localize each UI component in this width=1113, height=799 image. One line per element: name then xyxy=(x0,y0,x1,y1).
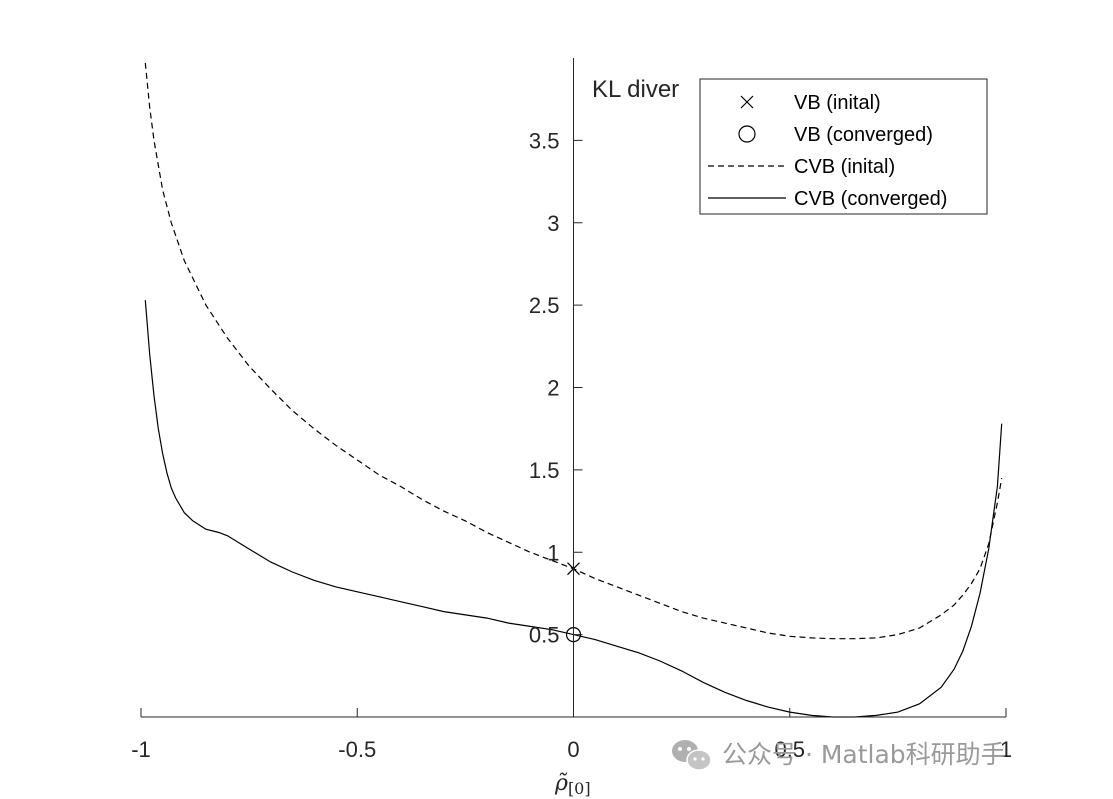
cvb-converged-line xyxy=(144,300,1003,718)
y-tick-label: 3 xyxy=(547,211,559,236)
x-tick-label: -1 xyxy=(131,737,151,762)
wechat-icon xyxy=(672,740,712,771)
legend-swatch xyxy=(740,95,754,109)
legend-entry: CVB (inital) xyxy=(708,156,895,178)
y-tick-label: 2.5 xyxy=(529,293,560,318)
y-tick-label: 0.5 xyxy=(529,623,560,648)
chart-title: KL diver xyxy=(592,76,679,103)
cvb-initial-line xyxy=(144,62,1003,640)
x-axis-label: ρ̃[0] xyxy=(554,771,591,798)
watermark: 公众号 · Matlab科研助手 xyxy=(672,740,1006,771)
legend-label: CVB (inital) xyxy=(794,156,895,178)
x-tick-label: 1 xyxy=(1000,737,1012,762)
x-tick-label: 0.5 xyxy=(774,737,805,762)
legend: VB (inital) VB (converged) CVB (inital) CVB… xyxy=(699,78,988,215)
legend-entry: CVB (converged) xyxy=(708,188,947,210)
legend-swatch xyxy=(738,125,756,143)
legend-entry: VB (inital) xyxy=(740,92,881,114)
legend-entry: VB (converged) xyxy=(738,124,933,146)
legend-label: VB (inital) xyxy=(794,92,881,114)
y-tick-label: 3.5 xyxy=(529,128,560,153)
x-tick-label: -0.5 xyxy=(338,737,376,762)
watermark-text: 公众号 · Matlab科研助手 xyxy=(722,740,1006,769)
y-tick-label: 1 xyxy=(547,540,559,565)
y-tick-label: 2 xyxy=(547,376,559,401)
y-tick-label: 1.5 xyxy=(529,458,560,483)
axes: -1 -0.5 0 0.5 1 0.5 1 1.5 2 2.5 3 3.5 xyxy=(131,58,1012,762)
x-tick-label: 0 xyxy=(567,737,579,762)
legend-label: VB (converged) xyxy=(794,124,933,146)
legend-label: CVB (converged) xyxy=(794,188,947,210)
